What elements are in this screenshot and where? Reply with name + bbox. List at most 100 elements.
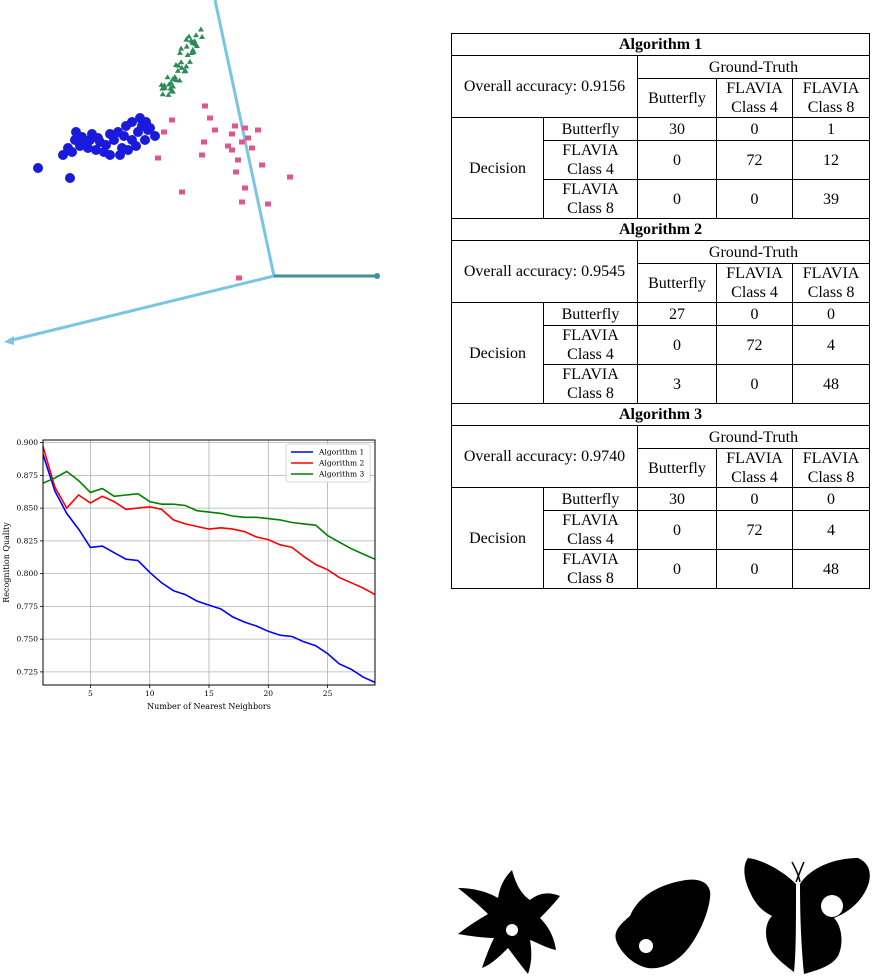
column-header: Butterfly (637, 263, 717, 303)
class-b-point (167, 85, 174, 91)
y-tick-label: 0.750 (17, 635, 39, 644)
series-line-2 (42, 446, 376, 596)
table-cell: 0 (716, 487, 793, 511)
decision-label: Decision (451, 302, 544, 404)
class-c-point (249, 145, 255, 151)
table-row: FLAVIA Class 8 3 0 48 (452, 364, 871, 404)
table-cell: 48 (791, 549, 871, 589)
class-c-point (179, 189, 185, 195)
y-tick-label: 0.900 (17, 438, 39, 447)
class-b-point (164, 74, 171, 80)
y-tick-label: 0.775 (17, 602, 39, 611)
class-b-point (199, 33, 206, 39)
table-row: FLAVIA Class 4 0 72 4 (452, 325, 871, 365)
class-c-point (169, 117, 175, 123)
table-row: FLAVIA Class 8 0 0 39 (452, 179, 871, 219)
table-cell: 30 (637, 117, 717, 141)
class-a-point (65, 173, 75, 183)
table-cell: 72 (716, 325, 793, 365)
class-c-point (232, 123, 238, 129)
row-label: FLAVIA Class 4 (543, 510, 638, 550)
legend-label: Algorithm 3 (318, 470, 364, 479)
class-c-point (255, 127, 261, 133)
class-a-points (33, 113, 160, 183)
table-row: FLAVIA Class 8 0 0 48 (452, 549, 871, 589)
overall-accuracy: Overall accuracy: 0.9740 (451, 425, 638, 488)
x-tick-label: 10 (145, 689, 155, 698)
butterfly-silhouette (744, 858, 870, 974)
axis-vertical (213, 0, 276, 277)
class-c-point (229, 147, 235, 153)
row-label: FLAVIA Class 8 (543, 549, 638, 589)
class-a-point (91, 145, 101, 155)
class-b-point (190, 49, 197, 55)
class-b-point (189, 39, 196, 45)
class-a-point (140, 135, 150, 145)
table-cell: 39 (791, 179, 871, 219)
column-header-row: Butterfly FLAVIA Class 4 FLAVIA Class 8 (452, 263, 871, 303)
class-c-point (242, 125, 248, 131)
table-cell: 0 (637, 140, 717, 180)
table-row: Decision Butterfly 27 0 0 (451, 302, 871, 404)
table-cell: 72 (716, 510, 793, 550)
ground-truth-header: Ground-Truth (636, 425, 871, 449)
class-c-point (161, 129, 167, 135)
class-b-point (174, 67, 181, 73)
class-b-point (178, 59, 185, 65)
table-title-row: Algorithm 1 (450, 33, 871, 56)
class-a-point (95, 137, 105, 147)
maple-leaf-silhouette (458, 870, 560, 974)
y-tick-label: 0.725 (17, 667, 39, 676)
table-cell: 12 (791, 140, 871, 180)
class-b-point (183, 43, 190, 49)
class-a-point (105, 129, 115, 139)
class-c-point (199, 152, 205, 158)
table-cell: 30 (637, 487, 717, 511)
row-label: FLAVIA Class 4 (543, 325, 638, 365)
y-tick-labels: 0.725 0.750 0.775 0.800 0.825 0.850 0.875 0.900 (17, 438, 43, 676)
column-header: FLAVIA Class 4 (716, 78, 793, 118)
class-b-point (178, 64, 185, 70)
column-header: Butterfly (637, 448, 717, 488)
leaf-silhouette (615, 879, 711, 969)
class-c-point (207, 115, 213, 121)
class-a-point (131, 141, 141, 151)
class-c-point (233, 169, 239, 175)
series-line-1 (42, 454, 376, 684)
class-b-point (159, 85, 166, 91)
ground-truth-row: Overall accuracy: 0.9740 Ground-Truth (451, 425, 871, 488)
column-header: Butterfly (637, 78, 717, 118)
column-header: FLAVIA Class 8 (791, 78, 871, 118)
decision-label: Decision (451, 487, 544, 589)
class-c-point (229, 131, 235, 137)
class-b-point (197, 26, 204, 32)
x-tick-label: 25 (323, 689, 333, 698)
axis-right-end (374, 273, 380, 279)
class-c-point (265, 201, 271, 207)
table-row: FLAVIA Class 4 0 72 4 (452, 510, 871, 550)
series-line-3 (42, 470, 376, 560)
chart-series (42, 446, 376, 684)
row-label: FLAVIA Class 8 (543, 364, 638, 404)
ground-truth-row: Overall accuracy: 0.9156 Ground-Truth (451, 55, 871, 118)
class-b-point (183, 36, 190, 42)
class-c-point (259, 162, 265, 168)
confusion-tables: Algorithm 1 Overall accuracy: 0.9156 Groun… (450, 33, 871, 589)
class-a-point (58, 150, 68, 160)
table-cell: 0 (716, 179, 793, 219)
class-a-point (33, 163, 43, 173)
class-c-point (225, 143, 231, 149)
class-b-point (165, 91, 172, 97)
table-cell: 0 (637, 549, 717, 589)
class-b-point (158, 81, 165, 87)
table-title-row: Algorithm 2 (450, 218, 871, 241)
axis-lines (4, 0, 380, 345)
column-header: FLAVIA Class 8 (791, 263, 871, 303)
column-header-row: Butterfly FLAVIA Class 4 FLAVIA Class 8 (452, 448, 871, 488)
y-axis-label: Recognition Quality (2, 522, 11, 603)
class-b-point (159, 91, 166, 97)
class-c-point (235, 157, 241, 163)
table-cell: 0 (716, 117, 793, 141)
table-row: Decision Butterfly 30 0 0 (451, 487, 871, 589)
table-cell: 0 (716, 302, 793, 326)
